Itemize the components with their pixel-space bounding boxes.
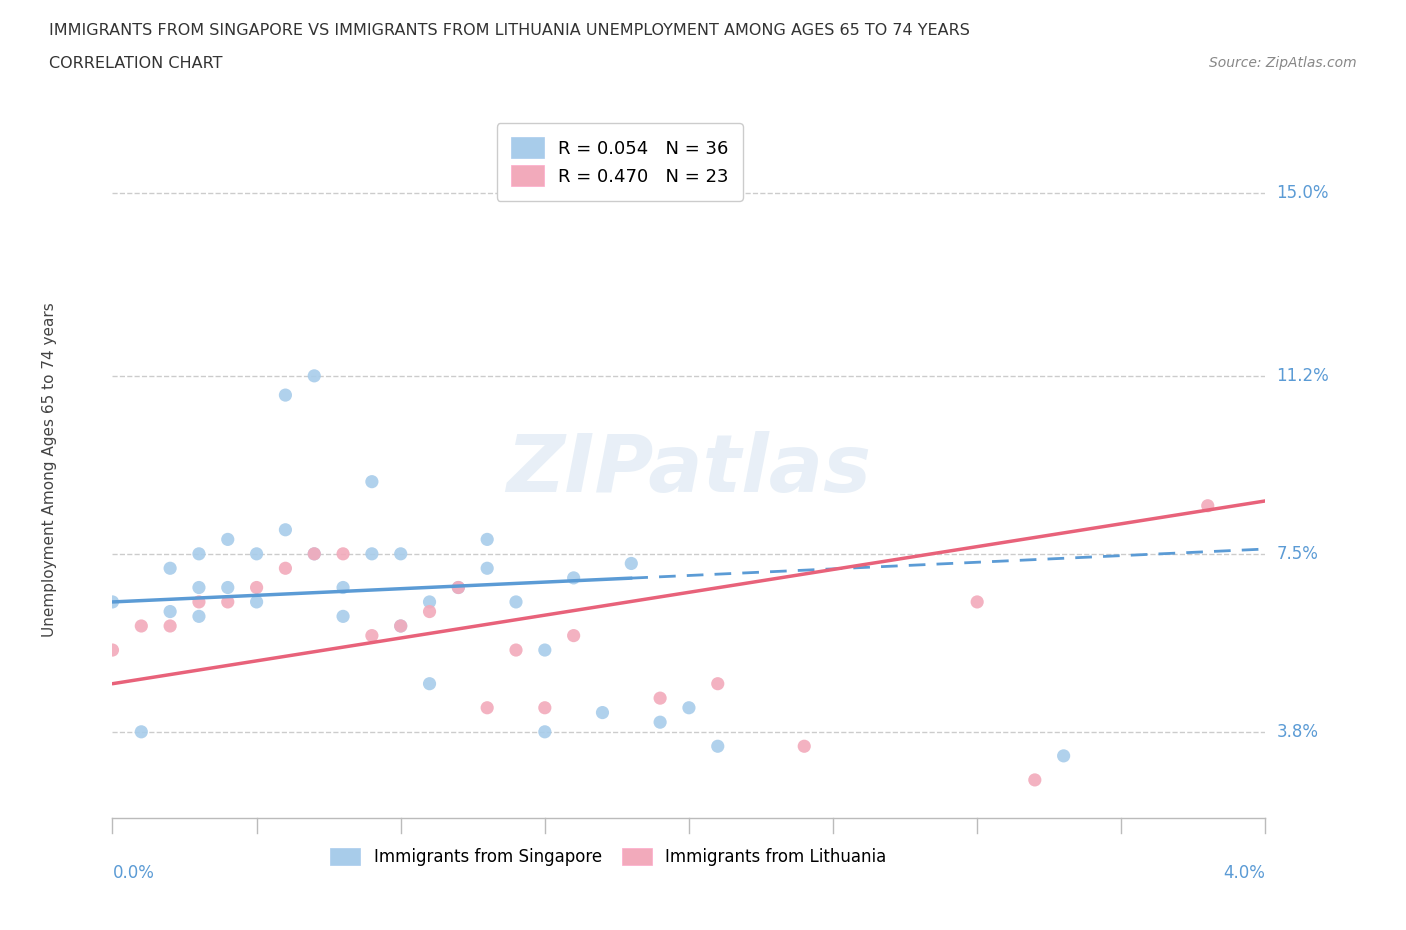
Point — [246, 580, 269, 595]
Point — [475, 561, 498, 576]
Text: Source: ZipAtlas.com: Source: ZipAtlas.com — [1209, 56, 1357, 70]
Point — [389, 547, 412, 562]
Point — [217, 594, 239, 609]
Point — [360, 474, 382, 489]
Text: CORRELATION CHART: CORRELATION CHART — [49, 56, 222, 71]
Point — [620, 556, 643, 571]
Text: 4.0%: 4.0% — [1223, 864, 1265, 882]
Point — [1024, 773, 1046, 788]
Point — [707, 676, 730, 691]
Point — [246, 547, 269, 562]
Point — [562, 628, 585, 643]
Text: 7.5%: 7.5% — [1277, 545, 1319, 563]
Text: Unemployment Among Ages 65 to 74 years: Unemployment Among Ages 65 to 74 years — [42, 302, 56, 637]
Point — [159, 618, 181, 633]
Point — [217, 532, 239, 547]
Point — [475, 700, 498, 715]
Point — [188, 580, 211, 595]
Text: ZIPatlas: ZIPatlas — [506, 431, 872, 509]
Text: 3.8%: 3.8% — [1277, 723, 1319, 741]
Point — [648, 691, 672, 706]
Point — [159, 604, 181, 619]
Point — [332, 580, 354, 595]
Point — [648, 715, 672, 730]
Point — [447, 580, 470, 595]
Point — [304, 547, 326, 562]
Point — [217, 580, 239, 595]
Point — [274, 388, 297, 403]
Point — [332, 547, 354, 562]
Point — [188, 609, 211, 624]
Point — [129, 618, 153, 633]
Point — [304, 547, 326, 562]
Point — [188, 594, 211, 609]
Point — [678, 700, 700, 715]
Point — [188, 547, 211, 562]
Point — [419, 604, 441, 619]
Legend: Immigrants from Singapore, Immigrants from Lithuania: Immigrants from Singapore, Immigrants fr… — [323, 842, 893, 873]
Text: 11.2%: 11.2% — [1277, 366, 1329, 385]
Point — [274, 561, 297, 576]
Point — [419, 676, 441, 691]
Point — [707, 738, 730, 753]
Point — [274, 523, 297, 538]
Point — [332, 609, 354, 624]
Point — [360, 547, 382, 562]
Point — [101, 594, 124, 609]
Point — [419, 594, 441, 609]
Text: 0.0%: 0.0% — [112, 864, 155, 882]
Point — [1052, 749, 1074, 764]
Point — [129, 724, 153, 739]
Point — [562, 570, 585, 585]
Point — [101, 643, 124, 658]
Point — [246, 594, 269, 609]
Point — [505, 594, 527, 609]
Point — [533, 643, 555, 658]
Point — [533, 724, 555, 739]
Point — [389, 618, 412, 633]
Point — [475, 532, 498, 547]
Point — [793, 738, 815, 753]
Point — [159, 561, 181, 576]
Point — [447, 580, 470, 595]
Point — [304, 368, 326, 383]
Point — [505, 643, 527, 658]
Point — [966, 594, 988, 609]
Point — [389, 618, 412, 633]
Point — [533, 700, 555, 715]
Text: IMMIGRANTS FROM SINGAPORE VS IMMIGRANTS FROM LITHUANIA UNEMPLOYMENT AMONG AGES 6: IMMIGRANTS FROM SINGAPORE VS IMMIGRANTS … — [49, 23, 970, 38]
Point — [1197, 498, 1219, 513]
Text: 15.0%: 15.0% — [1277, 184, 1329, 202]
Point — [592, 705, 614, 720]
Point — [360, 628, 382, 643]
